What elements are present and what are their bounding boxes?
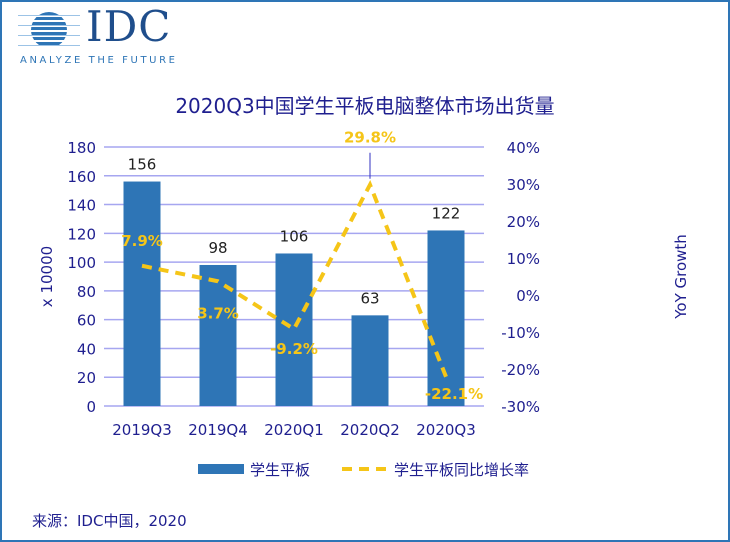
x-tick-label: 2020Q2 — [340, 421, 400, 439]
y-tick-label: 120 — [67, 225, 96, 243]
yoy-growth-line — [141, 179, 448, 378]
idc-logo-text: IDC — [86, 2, 172, 51]
line-data-label: 3.7% — [197, 304, 239, 322]
chart-title: 2020Q3中国学生平板电脑整体市场出货量 — [175, 94, 555, 118]
line-data-label: -22.1% — [425, 385, 483, 403]
y-tick-label: 160 — [67, 168, 96, 186]
y-tick-label: 40 — [77, 340, 96, 358]
idc-tagline: ANALYZE THE FUTURE — [20, 55, 178, 66]
legend-line-label: 学生平板同比增长率 — [394, 461, 529, 479]
line-data-label: 7.9% — [121, 232, 163, 250]
x-tick-label: 2019Q3 — [112, 421, 172, 439]
idc-globe-logo-icon — [18, 12, 80, 46]
bar-2020Q2 — [351, 315, 389, 406]
bar-2019Q3 — [123, 181, 161, 406]
line-data-label: 29.8% — [344, 129, 396, 147]
bar-2020Q3 — [427, 230, 465, 406]
y-tick-label: 180 — [67, 139, 96, 157]
y2-tick-label: 30% — [507, 176, 540, 194]
y-tick-label: 20 — [77, 369, 96, 387]
bar-data-label: 63 — [360, 289, 379, 307]
bar-2019Q4 — [199, 264, 237, 406]
y2-tick-label: -30% — [501, 398, 540, 416]
legend-bar-label: 学生平板 — [250, 461, 310, 479]
y-tick-label: 0 — [86, 398, 96, 416]
y2-tick-label: 20% — [507, 213, 540, 231]
y2-tick-label: 10% — [507, 250, 540, 268]
chart-svg: 0 20 40 60 80 100 120 140 160 180 -30% -20% -10% 0% 10… — [38, 129, 690, 479]
x-tick-label: 2019Q4 — [188, 421, 248, 439]
source-note: 来源：IDC中国，2020 — [32, 512, 187, 530]
bar-2020Q1 — [275, 253, 313, 406]
y-tick-label: 60 — [77, 312, 96, 330]
y-tick-label: 140 — [67, 197, 96, 215]
y2-tick-label: 0% — [516, 287, 540, 305]
bar-data-label: 122 — [432, 204, 461, 222]
y2-axis-label: YoY Growth — [672, 234, 690, 320]
bar-data-label: 156 — [128, 156, 157, 174]
legend-bar-swatch — [198, 464, 244, 474]
y-axis-label: x 10000 — [38, 246, 56, 307]
y2-tick-label: -20% — [501, 361, 540, 379]
y-tick-label: 100 — [67, 254, 96, 272]
x-tick-label: 2020Q3 — [416, 421, 476, 439]
x-tick-label: 2020Q1 — [264, 421, 324, 439]
line-data-label: -9.2% — [270, 340, 318, 358]
bar-data-label: 98 — [208, 239, 227, 257]
y2-tick-label: 40% — [507, 139, 540, 157]
bar-data-label: 106 — [280, 227, 309, 245]
y2-tick-label: -10% — [501, 324, 540, 342]
y-tick-label: 80 — [77, 283, 96, 301]
